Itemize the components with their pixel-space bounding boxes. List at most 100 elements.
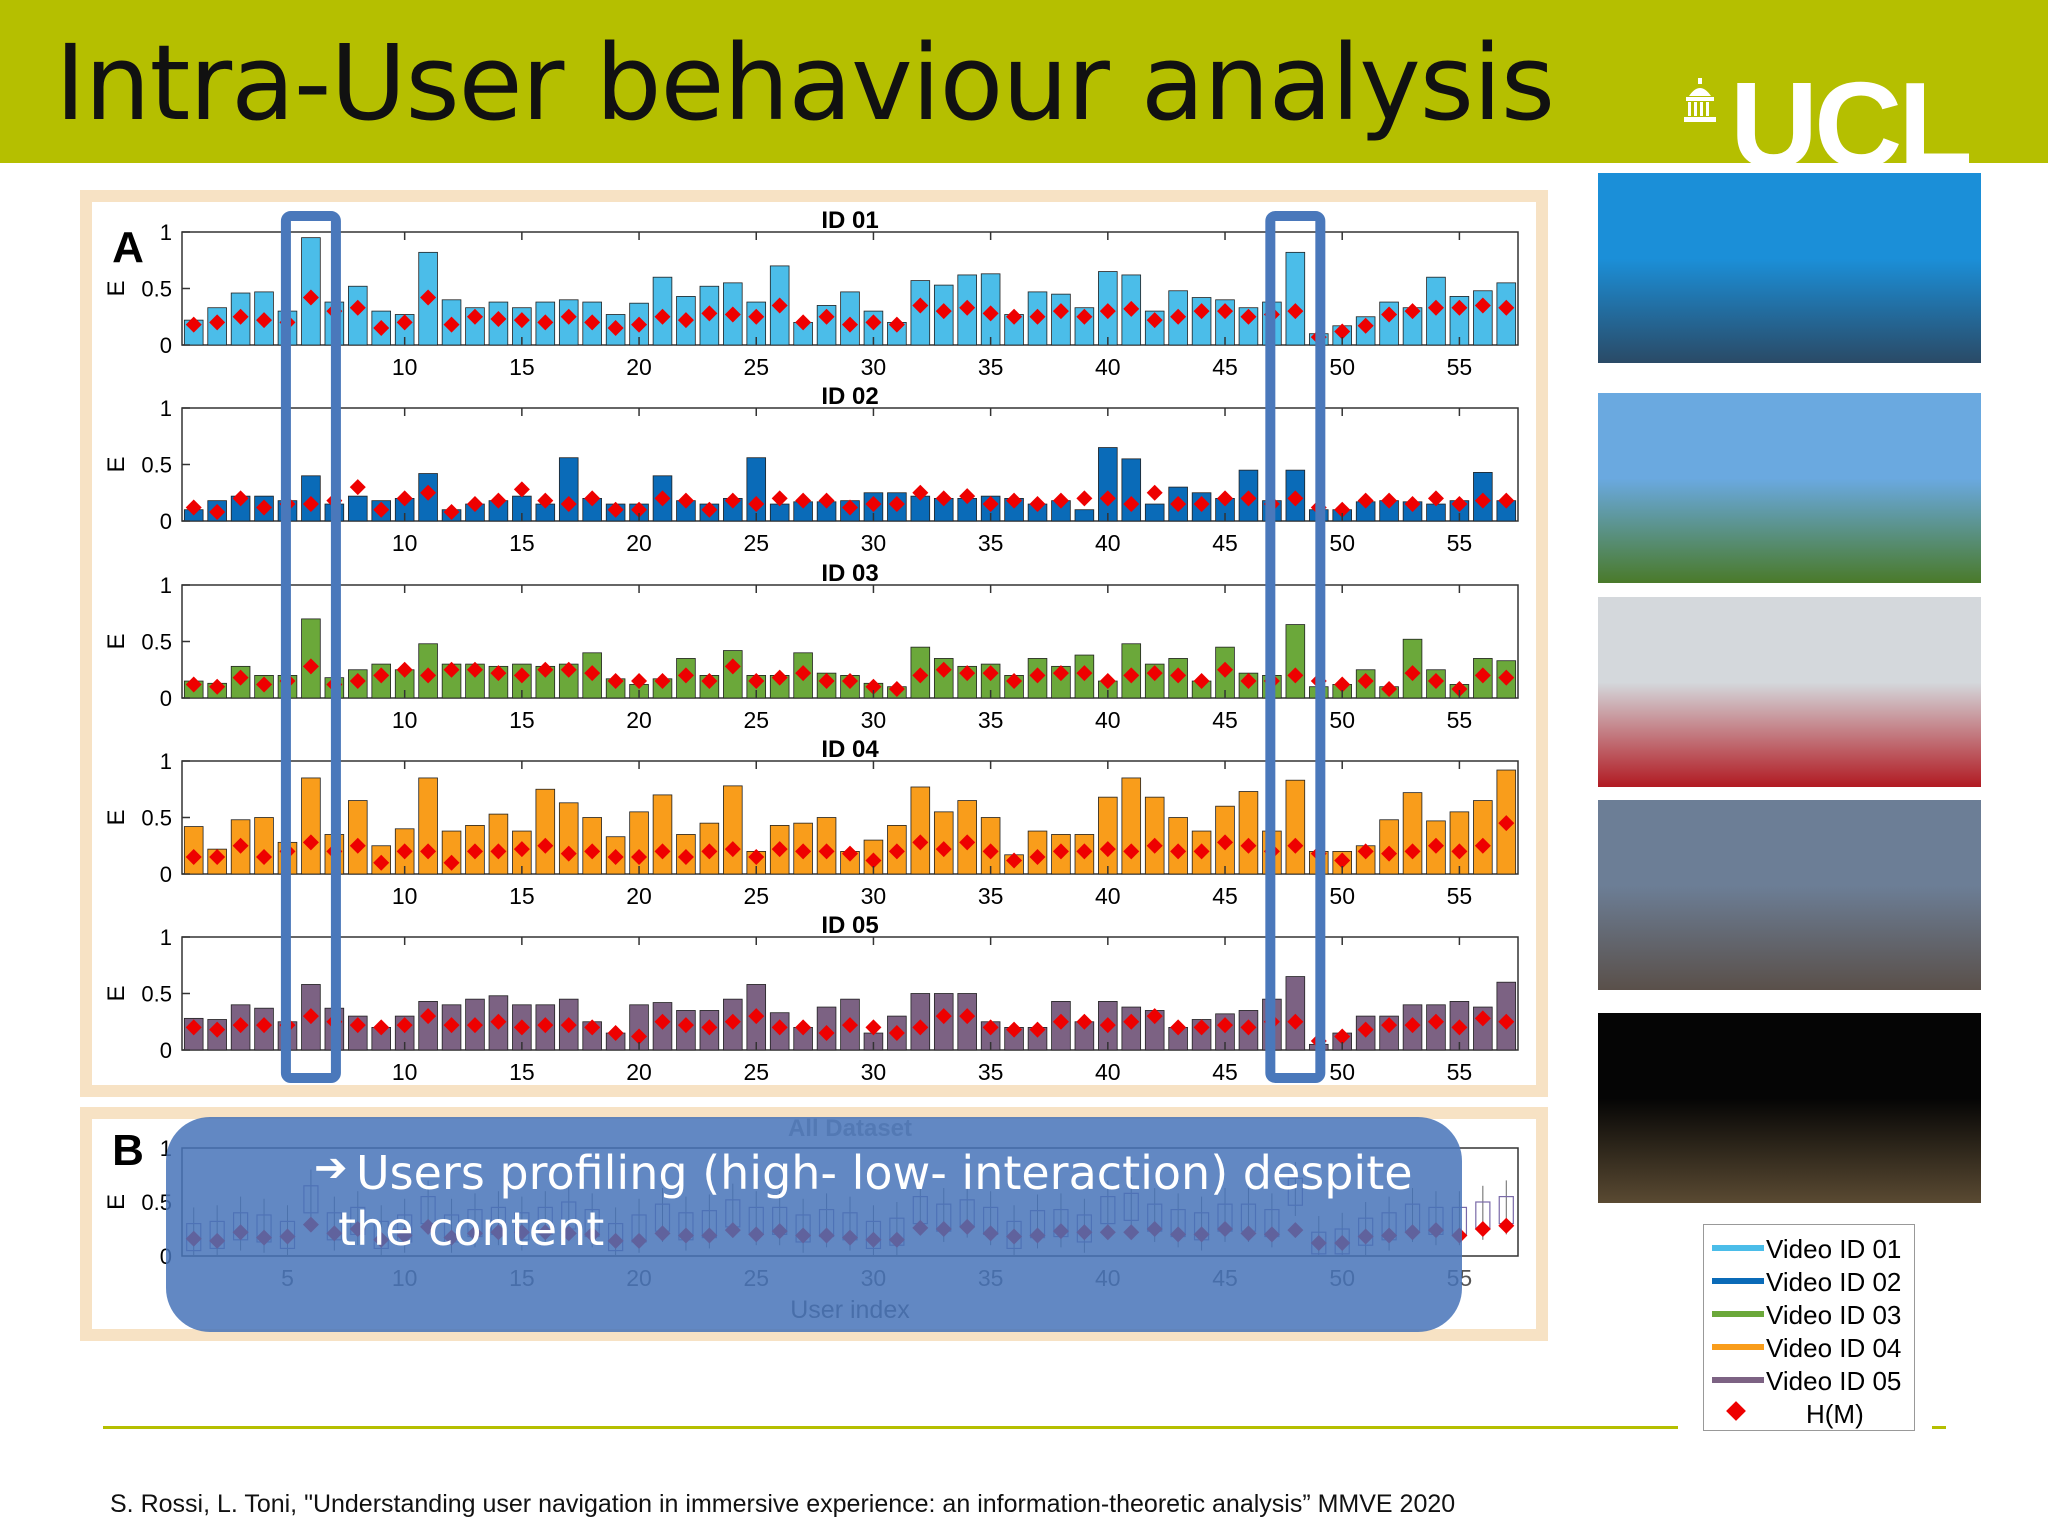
x-tick-label: 40 [1095, 707, 1121, 733]
hm-marker [209, 678, 226, 695]
hm-marker [1170, 667, 1187, 684]
hm-marker [748, 849, 765, 866]
hm-marker [302, 289, 319, 306]
hm-marker [560, 845, 577, 862]
subplot-title: ID 03 [821, 560, 878, 587]
hm-marker [795, 492, 812, 509]
hm-marker [631, 1028, 648, 1045]
legend: Video ID 01 Video ID 02 Video ID 03 Video I… [1703, 1224, 1915, 1431]
hm-marker [232, 1017, 249, 1034]
hm-marker [302, 1008, 319, 1025]
hm-marker [1217, 303, 1234, 320]
x-tick-label: 50 [1329, 883, 1355, 909]
hm-marker [443, 503, 460, 520]
hm-marker [912, 667, 929, 684]
hm-marker [1334, 852, 1351, 869]
legend-label: Video ID 01 [1766, 1234, 1902, 1264]
x-tick-label: 55 [1447, 530, 1473, 556]
x-tick-label: 20 [626, 354, 652, 380]
hm-marker [1381, 306, 1398, 323]
x-tick-label: 20 [626, 883, 652, 909]
hm-marker [748, 496, 765, 513]
bar [1473, 800, 1493, 875]
hm-marker [1029, 496, 1046, 513]
hm-marker [1146, 312, 1163, 329]
arrow-icon: ➔ [314, 1146, 348, 1190]
hm-marker [1193, 673, 1210, 690]
hm-marker [490, 492, 507, 509]
hm-marker [1217, 661, 1234, 678]
y-axis-label: E [103, 809, 130, 825]
hm-marker [912, 1019, 929, 1036]
hm-marker [560, 1017, 577, 1034]
hm-marker [560, 661, 577, 678]
hm-marker [1146, 837, 1163, 854]
x-tick-label: 40 [1095, 883, 1121, 909]
x-tick-label: 15 [509, 354, 535, 380]
hm-marker [1123, 1013, 1140, 1030]
hm-marker [1287, 303, 1304, 320]
x-tick-label: 30 [861, 1059, 887, 1085]
hm-marker [654, 673, 671, 690]
hm-marker [1404, 665, 1421, 682]
hm-marker [1217, 1017, 1234, 1034]
hm-marker [1404, 1017, 1421, 1034]
hm-marker [373, 667, 390, 684]
bar [348, 495, 368, 522]
hm-marker [420, 484, 437, 501]
hm-marker [420, 1008, 437, 1025]
hm-marker [1076, 490, 1093, 507]
subplot-title: ID 02 [821, 383, 878, 410]
bar [1098, 447, 1118, 522]
y-tick-label: 0 [160, 333, 172, 358]
y-axis-label: E [103, 633, 130, 649]
hm-marker [1006, 492, 1023, 509]
legend-label: Video ID 04 [1766, 1333, 1902, 1363]
bar [1098, 796, 1118, 875]
citation: S. Rossi, L. Toni, "Understanding user n… [110, 1490, 1456, 1518]
hm-marker [349, 837, 366, 854]
hm-marker [1240, 308, 1257, 325]
x-tick-label: 10 [392, 354, 418, 380]
hm-marker [560, 496, 577, 513]
hm-marker [982, 1019, 999, 1036]
hm-marker [865, 852, 882, 869]
hm-marker [748, 308, 765, 325]
hm-marker [771, 490, 788, 507]
hm-marker [701, 843, 718, 860]
callout-line-2: the content [338, 1202, 605, 1256]
x-tick-label: 35 [978, 883, 1004, 909]
hm-marker [1052, 1013, 1069, 1030]
legend-swatch [1712, 1377, 1764, 1383]
hm-marker [1357, 1021, 1374, 1038]
hm-marker [396, 490, 413, 507]
hm-marker [349, 299, 366, 316]
bar [769, 503, 790, 522]
hm-marker [724, 306, 741, 323]
hm-marker [1498, 669, 1515, 686]
hm-marker [1240, 673, 1257, 690]
hm-marker [842, 845, 858, 862]
hm-marker [1357, 317, 1374, 334]
bar [1238, 791, 1259, 875]
legend-swatch [1712, 1344, 1764, 1350]
legend-label: Video ID 05 [1766, 1366, 1902, 1396]
hm-marker [537, 1017, 554, 1034]
hm-marker [1146, 1008, 1163, 1025]
hm-marker [1052, 843, 1069, 860]
hm-marker [1451, 299, 1468, 316]
x-tick-label: 35 [978, 707, 1004, 733]
hm-marker [1427, 490, 1444, 507]
slide-title: Intra-User behaviour analysis [55, 22, 1555, 144]
hm-marker [1404, 843, 1421, 860]
y-tick-label: 1 [160, 573, 172, 598]
hm-marker [677, 849, 694, 866]
hm-marker [888, 680, 905, 697]
hm-marker [209, 849, 226, 866]
hm-marker [1146, 484, 1163, 501]
legend-item: Video ID 03 [1704, 1297, 1914, 1330]
hm-marker [1474, 1221, 1491, 1237]
header-bar: Intra-User behaviour analysis UCL [0, 0, 2048, 186]
hm-marker [1123, 496, 1140, 513]
hm-marker [607, 320, 624, 337]
